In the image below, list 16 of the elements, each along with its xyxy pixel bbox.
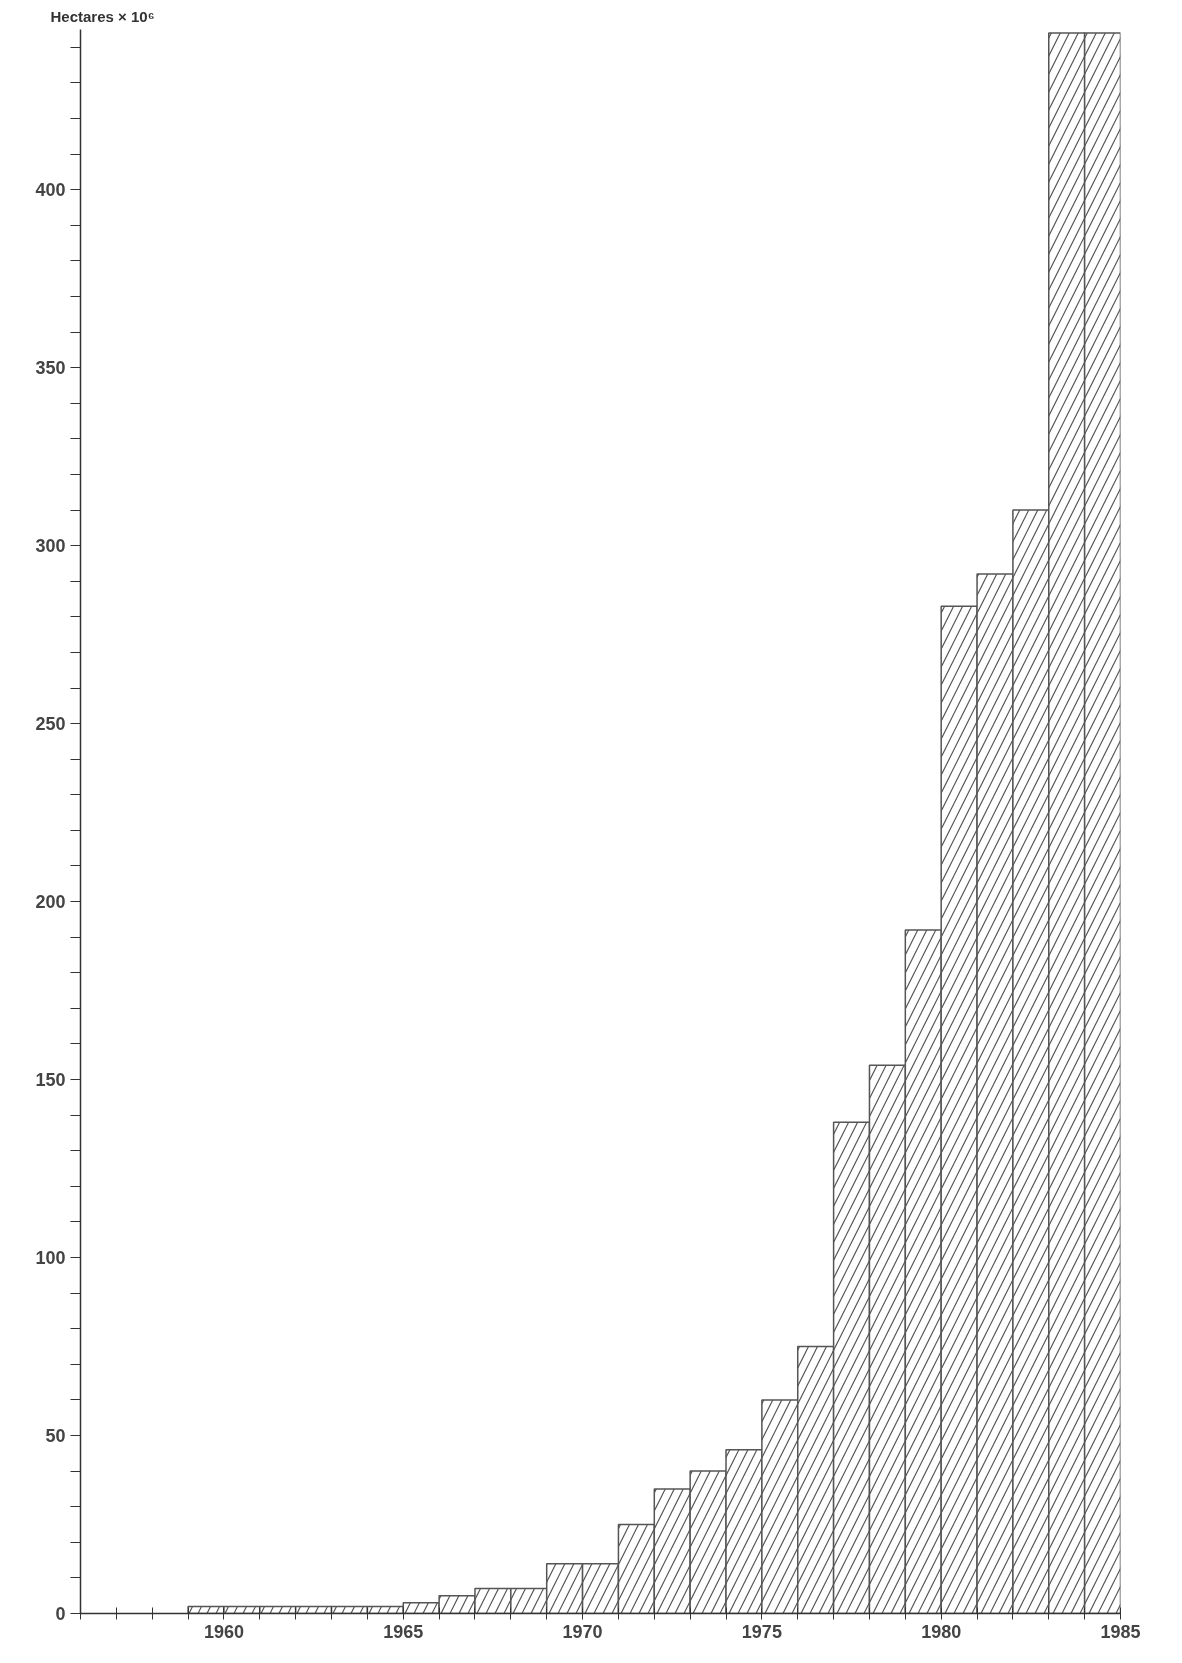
y-tick-label: 150 [35,1070,66,1091]
y-tick-label: 300 [35,536,66,557]
y-tick-label: 50 [45,1426,66,1447]
x-tick-label: 1975 [741,1621,782,1642]
x-tick-label: 1965 [383,1621,424,1642]
y-tick-label: 100 [35,1248,66,1269]
x-tick-label: 1985 [1100,1621,1141,1642]
y-tick-label: 0 [55,1604,66,1624]
x-tick-label: 1960 [203,1621,244,1642]
x-tick-label: 1970 [562,1621,603,1642]
y-tick-label: 350 [35,358,66,379]
y-tick-label: 250 [35,714,66,735]
y-tick-label: 200 [35,892,66,913]
y-axis-title: Hectares × 10⁶ [50,7,155,25]
y-tick-label: 400 [35,180,66,201]
x-tick-label: 1980 [921,1621,962,1642]
